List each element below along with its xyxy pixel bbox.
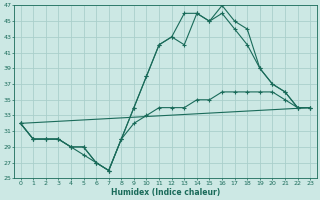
- X-axis label: Humidex (Indice chaleur): Humidex (Indice chaleur): [111, 188, 220, 197]
